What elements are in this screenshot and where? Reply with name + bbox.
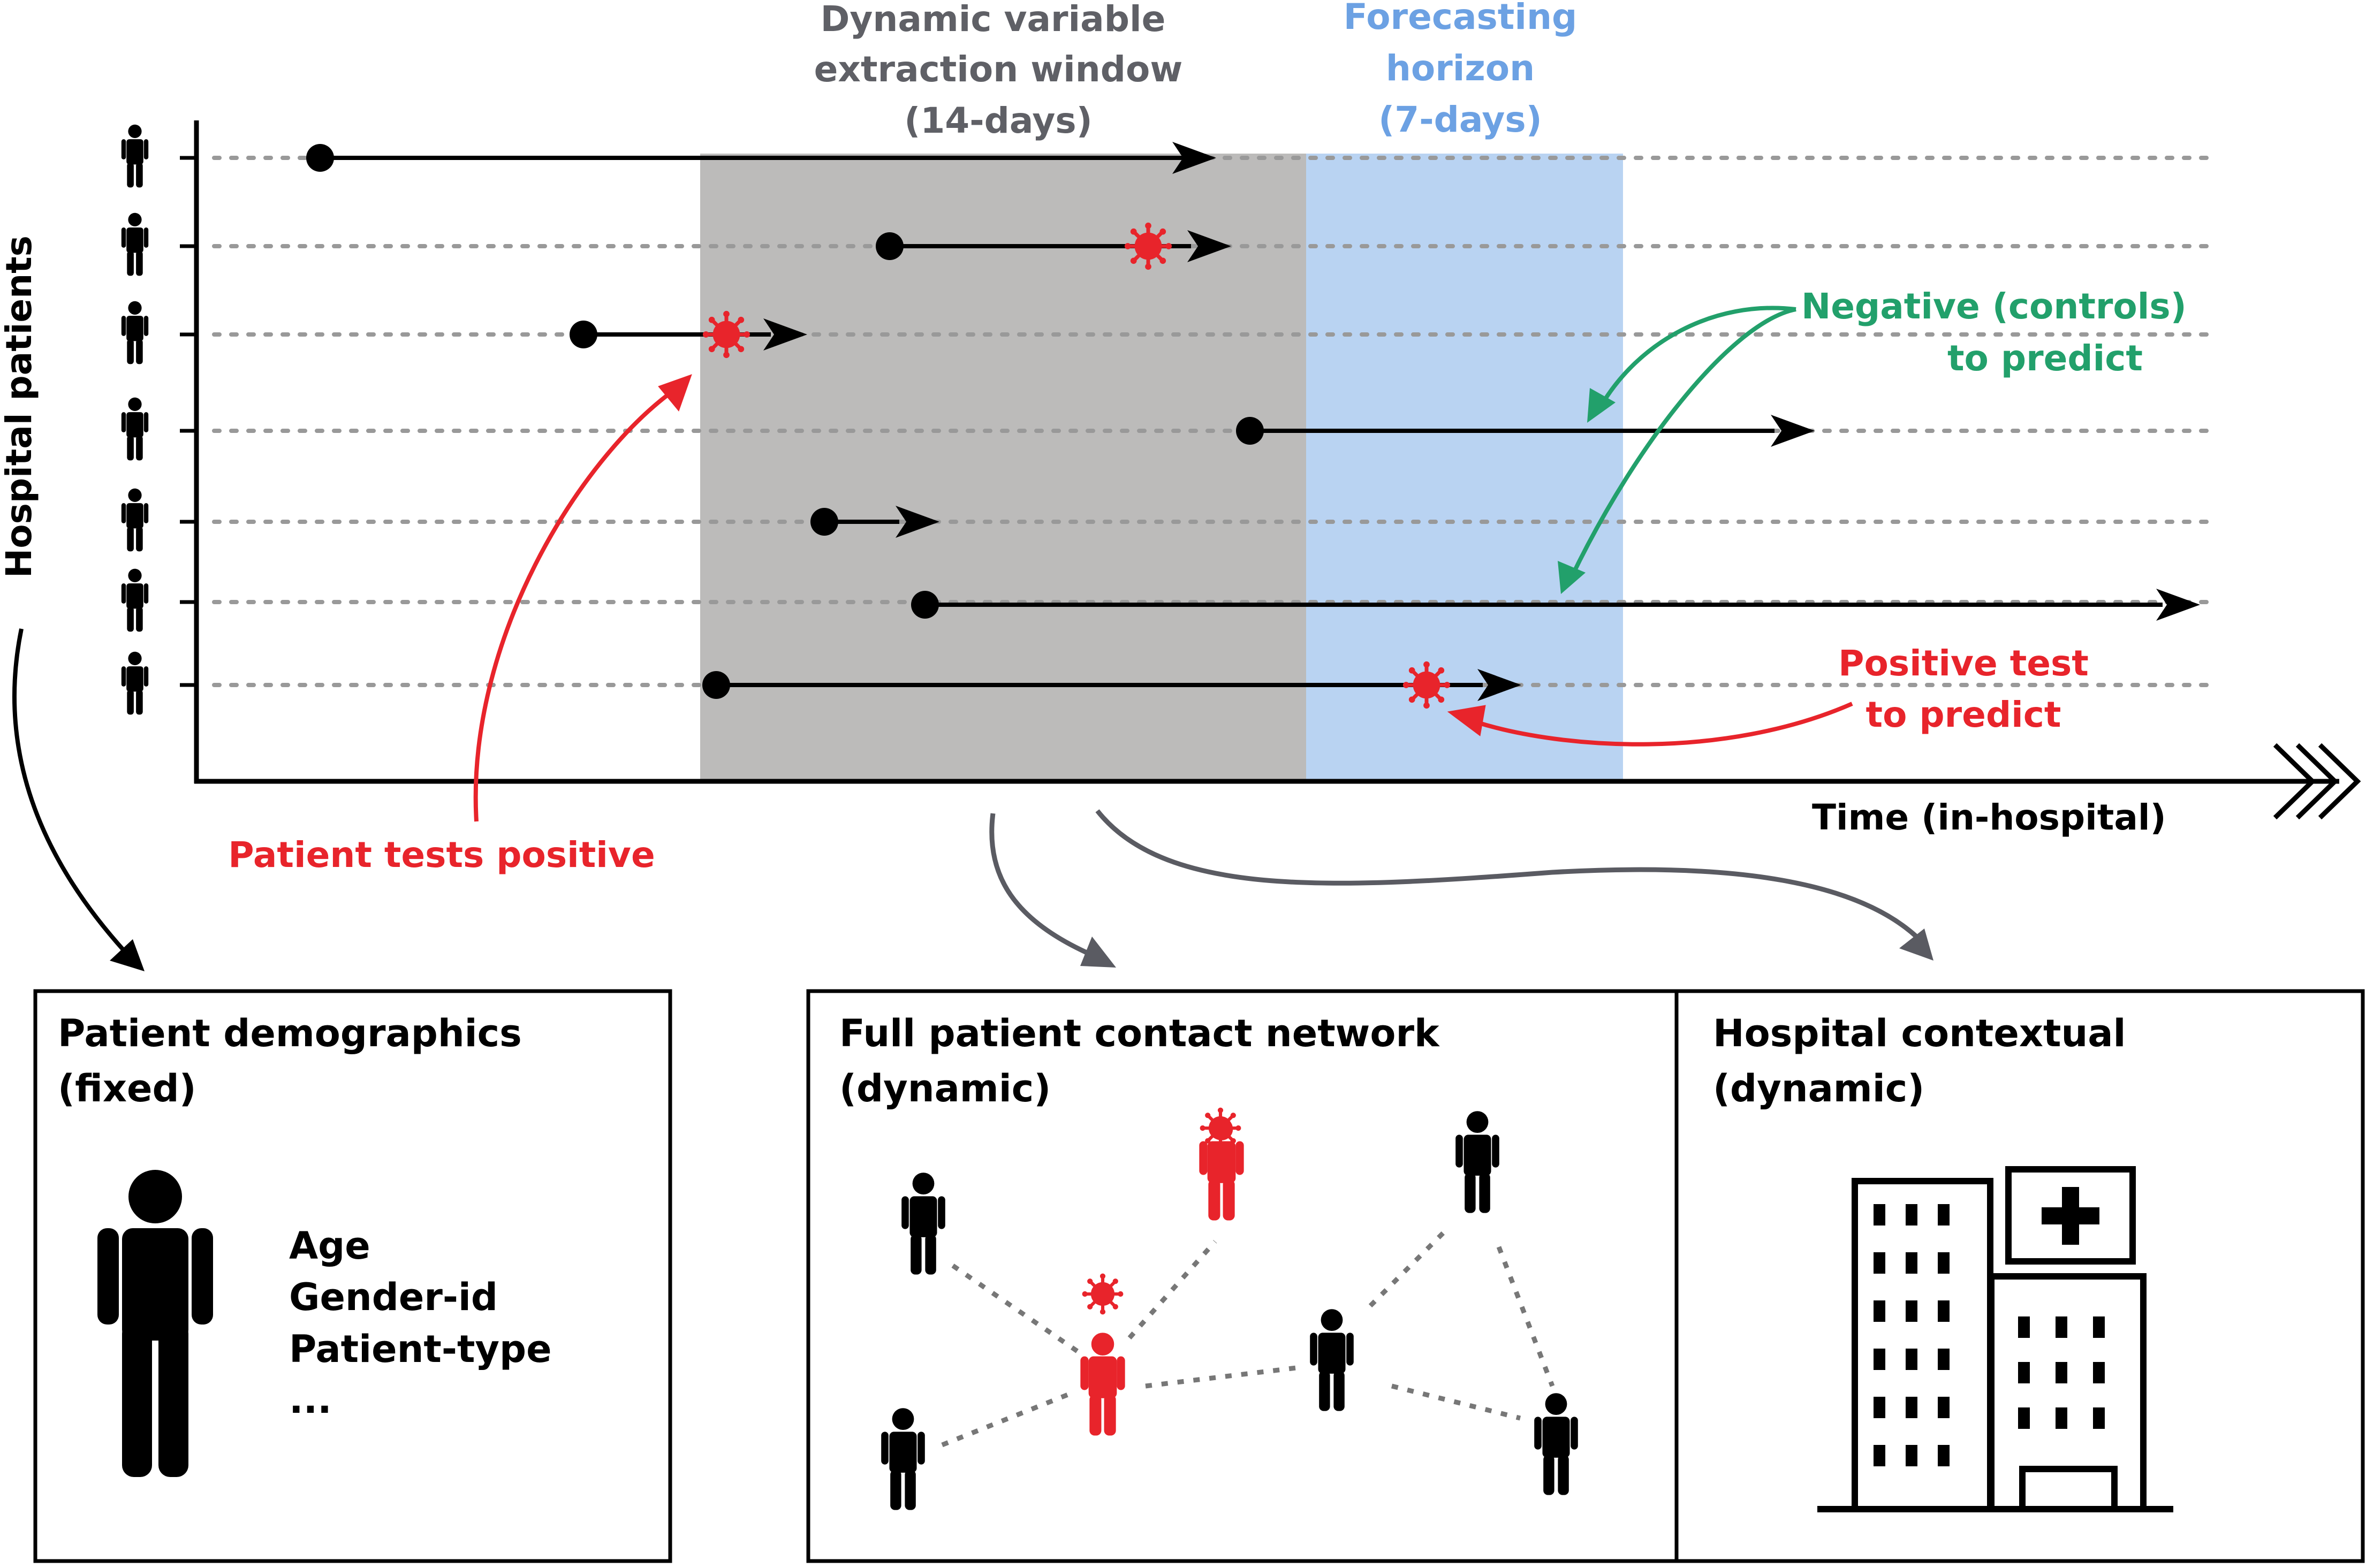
forecast-horizon-label-3: (7-days) — [1378, 99, 1542, 140]
network-person-1 — [901, 1173, 945, 1275]
contact-edges — [941, 1229, 1555, 1448]
virus-icon-timeline-2 — [703, 311, 749, 357]
patient-icon-2 — [121, 212, 149, 276]
negative-controls-label-2: to predict — [1947, 338, 2143, 379]
patient-icon-6 — [121, 568, 149, 632]
hospital-icon — [1817, 1166, 2173, 1512]
patient-icon-7 — [121, 651, 149, 715]
patient-icons — [121, 124, 149, 715]
negative-controls-arrows — [1569, 306, 1796, 579]
patient-icon-3 — [121, 301, 149, 364]
virus-icon-network-2 — [1082, 1274, 1123, 1314]
network-person-2 — [1455, 1111, 1499, 1213]
large-person-icon — [97, 1170, 213, 1477]
hospital-contextual-title-2: (dynamic) — [1713, 1067, 1924, 1110]
positive-test-arrowhead — [1447, 705, 1486, 736]
x-axis-label: Time (in-hospital) — [1812, 797, 2166, 838]
patient-tests-positive-label: Patient tests positive — [228, 834, 655, 876]
extraction-window-label-1: Dynamic variable — [821, 0, 1166, 40]
extraction-window-region — [700, 154, 1306, 781]
demographics-title-1: Patient demographics — [58, 1011, 522, 1055]
demographic-item-gender: Gender-id — [289, 1275, 498, 1319]
positive-test-arrow — [1476, 702, 1853, 747]
network-person-infected-2 — [1080, 1333, 1125, 1436]
network-person-5 — [1534, 1393, 1578, 1495]
forecast-horizon-label-2: horizon — [1386, 48, 1535, 89]
demographics-title-2: (fixed) — [58, 1067, 196, 1110]
patient-tests-positive-arrow — [473, 389, 675, 822]
patient-stay-arrows — [306, 142, 2200, 701]
forecast-horizon-label-1: Forecasting — [1344, 0, 1577, 37]
contact-network-title-2: (dynamic) — [839, 1067, 1051, 1110]
positive-test-label-2: to predict — [1866, 694, 2061, 735]
network-person-4 — [881, 1408, 925, 1510]
demographic-item-patient-type: Patient-type — [289, 1327, 552, 1371]
virus-icon-network-1 — [1200, 1108, 1241, 1148]
patient-tests-positive-arrowhead — [658, 374, 692, 412]
patient-icon-1 — [121, 124, 149, 188]
demographics-arrowhead — [110, 939, 145, 971]
hospital-contextual-title-1: Hospital contextual — [1713, 1011, 2126, 1055]
network-person-3 — [1310, 1309, 1354, 1411]
network-nodes — [881, 1111, 1578, 1510]
negative-controls-arrowheads — [1558, 388, 1616, 594]
demographic-item-age: Age — [289, 1224, 370, 1268]
demographics-arrow — [12, 628, 127, 954]
panel-link-arrowheads — [1080, 928, 1933, 968]
patient-icon-5 — [121, 488, 149, 552]
hospital-cross-icon — [2042, 1187, 2099, 1245]
hospital-windows — [1874, 1204, 2105, 1466]
contact-network-title-1: Full patient contact network — [839, 1011, 1440, 1055]
demographic-item-more: ... — [289, 1378, 332, 1422]
axes — [194, 120, 2361, 820]
forecast-horizon-region — [1306, 154, 1623, 781]
extraction-window-label-3: (14-days) — [904, 100, 1093, 141]
positive-test-label-1: Positive test — [1838, 643, 2089, 684]
negative-controls-label-1: Negative (controls) — [1801, 286, 2187, 327]
hospital-contextual-panel — [1674, 989, 2365, 1563]
panel-link-arrows — [989, 809, 1918, 955]
patient-icon-4 — [121, 397, 149, 461]
y-axis-ticks — [180, 156, 196, 687]
demographics-panel — [33, 989, 672, 1563]
y-axis-label: Hospital patients — [0, 235, 40, 578]
virus-icon-timeline-3 — [1403, 661, 1450, 708]
extraction-window-label-2: extraction window — [814, 49, 1183, 90]
virus-icon-timeline-1 — [1125, 223, 1171, 269]
